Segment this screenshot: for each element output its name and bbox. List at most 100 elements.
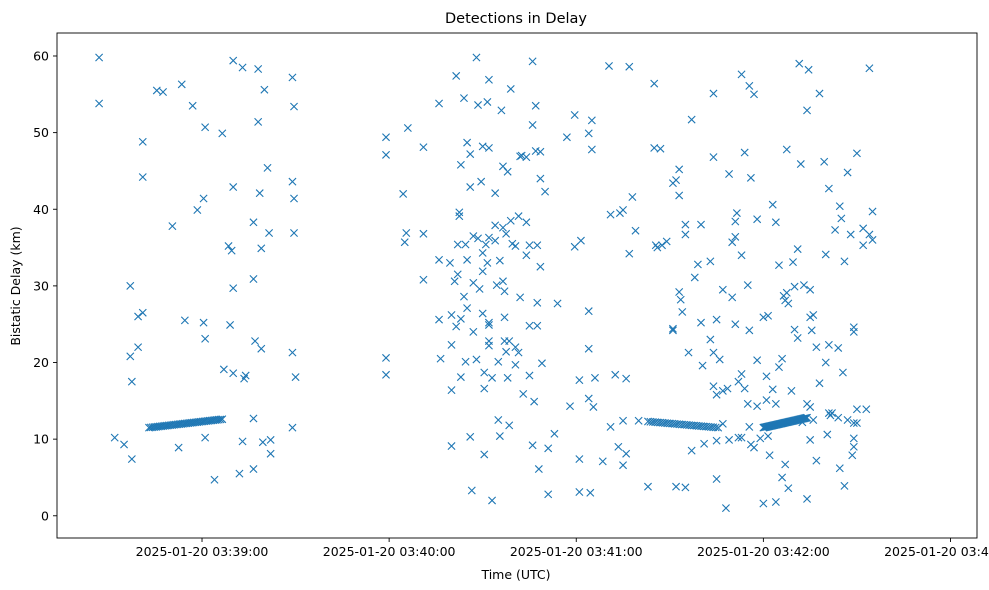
- data-point-133-marker: [488, 496, 497, 505]
- data-point-79-marker: [436, 354, 445, 363]
- data-point-44-marker: [249, 218, 258, 227]
- data-point-362-marker: [835, 464, 844, 473]
- data-point-25-marker: [201, 433, 210, 442]
- data-point-310-marker: [771, 218, 780, 227]
- data-point-119-marker: [480, 368, 489, 377]
- data-point-49-marker: [257, 244, 266, 253]
- data-point-125: [484, 75, 493, 84]
- data-point-144: [498, 223, 507, 232]
- data-point-17-marker: [174, 443, 183, 452]
- data-point-373-marker: [849, 419, 858, 428]
- data-point-334: [803, 494, 812, 503]
- data-point-16: [177, 80, 186, 89]
- data-point-263-marker: [712, 436, 721, 445]
- data-point-126: [484, 318, 493, 327]
- data-point-344-marker: [809, 311, 818, 319]
- data-point-3-marker: [120, 440, 129, 449]
- data-point-359-marker: [834, 343, 843, 352]
- data-point-186: [537, 359, 546, 368]
- data-point-80: [445, 258, 454, 267]
- data-point-220-marker: [622, 449, 631, 458]
- data-point-372-marker: [849, 327, 858, 336]
- data-point-316-marker: [778, 354, 787, 363]
- data-point-53-marker: [263, 163, 272, 172]
- data-point-245: [681, 220, 690, 229]
- data-point-171: [525, 321, 534, 330]
- data-point-224: [631, 226, 640, 235]
- data-point-284-marker: [737, 370, 746, 378]
- data-point-86: [450, 277, 459, 286]
- data-point-302-marker: [759, 499, 768, 508]
- data-point-275-marker: [728, 293, 737, 302]
- data-point-26: [210, 475, 219, 484]
- data-point-35: [229, 56, 238, 65]
- data-point-311-marker: [771, 399, 780, 408]
- track-point-70-marker: [711, 423, 720, 432]
- data-point-83-marker: [447, 442, 456, 451]
- data-point-301-marker: [759, 313, 768, 322]
- data-point-265-marker: [712, 390, 721, 399]
- data-point-103-marker: [466, 183, 475, 192]
- data-point-319-marker: [781, 460, 790, 469]
- data-point-162: [514, 348, 523, 357]
- data-point-266: [718, 285, 727, 294]
- data-point-248-marker: [687, 115, 696, 124]
- data-point-195-marker: [570, 242, 579, 251]
- data-point-107-marker: [469, 278, 478, 287]
- data-point-380: [859, 241, 868, 250]
- data-point-260-marker: [709, 89, 718, 98]
- data-point-252: [697, 220, 705, 229]
- data-point-246-marker: [681, 230, 690, 239]
- data-point-121: [480, 450, 489, 459]
- data-point-218: [619, 416, 628, 425]
- data-point-312: [771, 497, 780, 506]
- data-point-201: [587, 116, 596, 125]
- data-point-109-marker: [472, 355, 481, 364]
- data-point-214: [614, 442, 623, 451]
- data-point-24: [201, 334, 210, 343]
- data-point-140: [494, 415, 503, 424]
- data-point-338-marker: [806, 285, 815, 294]
- data-point-333: [799, 281, 808, 290]
- data-point-282-marker: [737, 70, 746, 79]
- data-point-312-marker: [771, 497, 780, 506]
- data-point-77-marker: [435, 255, 444, 264]
- data-point-376-marker: [852, 149, 861, 158]
- data-point-112: [474, 234, 483, 243]
- data-point-67-marker: [382, 353, 391, 362]
- data-point-199-marker: [576, 236, 585, 245]
- data-point-58-marker: [288, 177, 297, 186]
- data-point-329: [793, 245, 802, 254]
- data-point-168-marker: [522, 218, 531, 227]
- data-point-94-marker: [456, 314, 465, 323]
- data-point-92-marker: [456, 160, 465, 169]
- data-point-21: [199, 194, 208, 203]
- data-point-238-marker: [672, 482, 681, 491]
- data-point-130-marker: [484, 341, 493, 350]
- data-point-2: [110, 433, 119, 442]
- data-point-370-marker: [848, 451, 857, 460]
- data-point-241: [675, 191, 684, 200]
- data-point-275: [728, 293, 737, 302]
- data-point-117-marker: [478, 309, 487, 318]
- data-point-174-marker: [528, 120, 537, 129]
- data-point-154: [505, 421, 514, 430]
- data-point-5-marker: [126, 352, 135, 361]
- data-point-228: [650, 79, 659, 88]
- data-point-181: [533, 321, 542, 330]
- data-point-272: [725, 170, 734, 178]
- data-point-213-marker: [611, 370, 620, 379]
- data-point-370: [848, 451, 857, 460]
- data-point-299-marker: [753, 402, 762, 411]
- data-point-241-marker: [675, 191, 684, 200]
- data-point-125-marker: [484, 75, 493, 84]
- track-point-41-marker: [218, 415, 227, 424]
- data-point-21-marker: [199, 194, 208, 203]
- data-point-41-marker: [249, 465, 258, 474]
- data-point-30-marker: [226, 320, 235, 329]
- data-point-182-marker: [534, 465, 543, 474]
- data-point-256: [706, 257, 715, 266]
- data-point-354-marker: [824, 340, 833, 349]
- data-point-56: [266, 435, 275, 444]
- data-point-124: [483, 258, 492, 267]
